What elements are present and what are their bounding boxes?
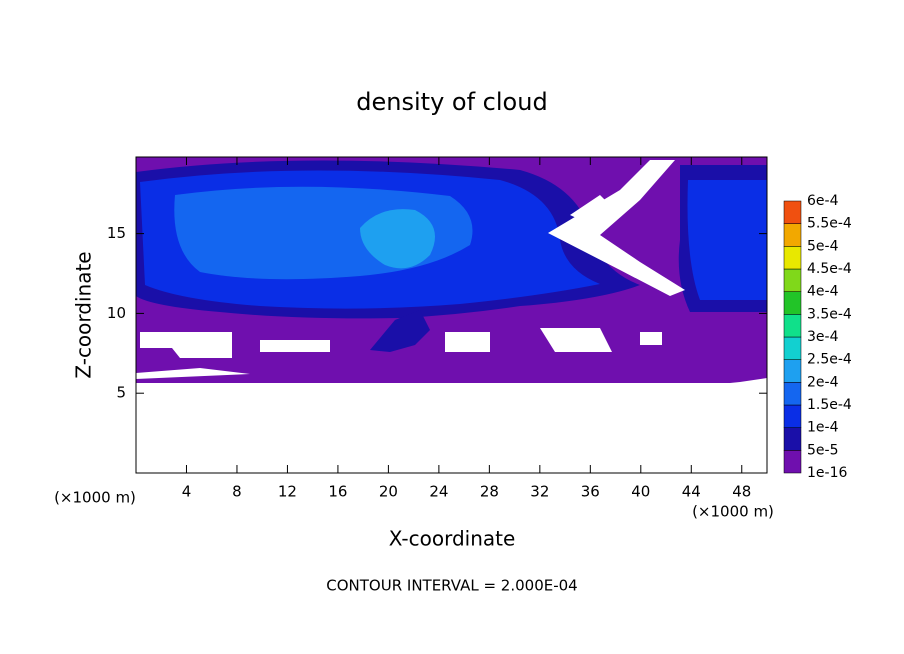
field-region bbox=[360, 209, 435, 269]
x-axis-label: X-coordinate bbox=[389, 527, 516, 551]
colorbar-segment bbox=[783, 382, 802, 406]
colorbar-label: 4e-4 bbox=[807, 284, 839, 300]
empty-region bbox=[640, 332, 662, 345]
x-tick-label: 48 bbox=[732, 483, 751, 501]
empty-region bbox=[136, 383, 767, 473]
y-axis-label: Z-coordinate bbox=[72, 251, 96, 378]
colorbar-segment bbox=[783, 268, 802, 292]
colorbar-segment bbox=[783, 450, 802, 474]
x-tick-label: 4 bbox=[182, 483, 192, 501]
x-tick-label: 24 bbox=[429, 483, 448, 501]
x-unit: (×1000 m) bbox=[54, 489, 136, 507]
field-region bbox=[687, 180, 767, 300]
y-tick-label: 5 bbox=[116, 384, 126, 402]
colorbar-segment bbox=[783, 314, 802, 338]
x-tick-label: 28 bbox=[480, 483, 499, 501]
colorbar-segment bbox=[783, 404, 802, 428]
colorbar-label: 1e-4 bbox=[807, 420, 839, 436]
colorbar-segment bbox=[783, 246, 802, 270]
y-unit: (×1000 m) bbox=[692, 503, 774, 521]
plot-frame bbox=[135, 156, 768, 474]
colorbar-segment bbox=[783, 291, 802, 315]
x-tick-label: 32 bbox=[530, 483, 549, 501]
colorbar-segment bbox=[783, 223, 802, 247]
colorbar-segment bbox=[783, 359, 802, 383]
contour-field bbox=[136, 157, 767, 473]
colorbar-label: 5e-5 bbox=[807, 442, 838, 458]
empty-region bbox=[136, 368, 250, 379]
y-tick-label: 10 bbox=[107, 304, 126, 322]
empty-region bbox=[445, 332, 490, 352]
colorbar-label: 5.5e-4 bbox=[807, 216, 852, 232]
x-tick-label: 44 bbox=[682, 483, 701, 501]
colorbar-label: 2.5e-4 bbox=[807, 352, 852, 368]
field-region bbox=[370, 310, 430, 352]
x-tick-label: 12 bbox=[278, 483, 297, 501]
empty-region bbox=[540, 328, 612, 352]
colorbar-label: 5e-4 bbox=[807, 238, 839, 254]
empty-region bbox=[570, 195, 615, 222]
empty-region bbox=[140, 332, 232, 358]
y-tick-label: 15 bbox=[107, 224, 126, 242]
footer-note: CONTOUR INTERVAL = 2.000E-04 bbox=[326, 577, 577, 595]
colorbar-segment bbox=[783, 427, 802, 451]
colorbar-label: 6e-4 bbox=[807, 193, 839, 209]
chart-title: density of cloud bbox=[356, 88, 547, 116]
colorbar-label: 2e-4 bbox=[807, 374, 839, 390]
colorbar-label: 4.5e-4 bbox=[807, 261, 852, 277]
colorbar-label: 3.5e-4 bbox=[807, 306, 852, 322]
x-tick-label: 8 bbox=[232, 483, 242, 501]
empty-region bbox=[260, 340, 330, 352]
colorbar-label: 3e-4 bbox=[807, 329, 839, 345]
x-tick-label: 40 bbox=[631, 483, 650, 501]
colorbar-segment bbox=[783, 200, 802, 224]
empty-region bbox=[548, 160, 685, 296]
colorbar-label: 1e-16 bbox=[807, 465, 847, 481]
x-tick-label: 36 bbox=[581, 483, 600, 501]
colorbar-segment bbox=[783, 336, 802, 360]
x-tick-label: 16 bbox=[328, 483, 347, 501]
x-tick-label: 20 bbox=[379, 483, 398, 501]
colorbar-label: 1.5e-4 bbox=[807, 397, 852, 413]
